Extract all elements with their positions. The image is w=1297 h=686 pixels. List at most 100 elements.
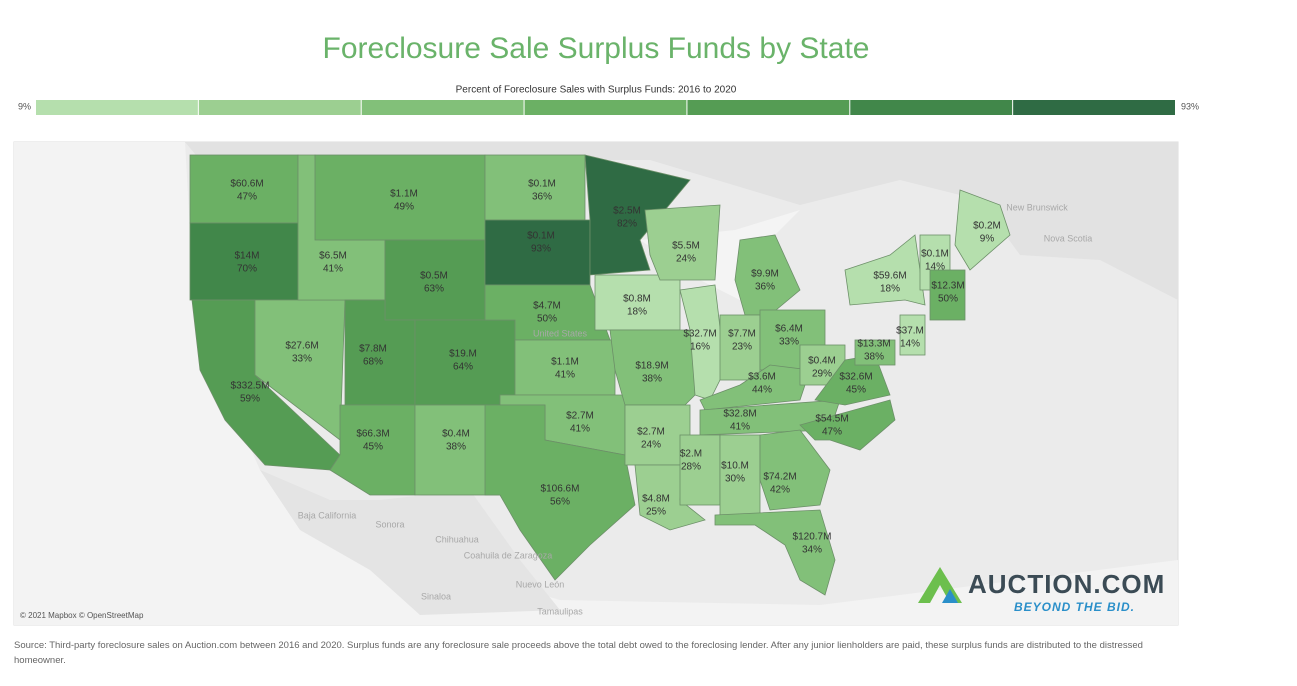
states: $60.6M 47% $14M 70% $332.5M 59% $27.6M 33% $6.5M… [189, 154, 1011, 596]
state-percent: 16% [690, 342, 710, 353]
state-percent: 29% [812, 369, 832, 380]
legend-step [1013, 100, 1175, 115]
place-label: Nuevo León [516, 579, 565, 589]
state [799, 399, 896, 451]
legend-step [850, 100, 1013, 115]
state-percent: 41% [570, 424, 590, 435]
logo: AUCTION.COM BEYOND THE BID. [918, 567, 1164, 614]
state-percent: 45% [363, 442, 383, 453]
state-amount: $0.1M [921, 249, 949, 260]
state-percent: 34% [802, 545, 822, 556]
state-amount: $0.1M [527, 231, 555, 242]
state [679, 434, 721, 506]
state-percent: 14% [925, 262, 945, 273]
state-percent: 49% [394, 202, 414, 213]
state-amount: $10.M [721, 461, 749, 472]
state-percent: 56% [550, 497, 570, 508]
state-amount: $6.5M [319, 251, 347, 262]
state-percent: 63% [424, 284, 444, 295]
state-amount: $3.6M [748, 372, 776, 383]
state-amount: $0.1M [528, 179, 556, 190]
state [899, 314, 926, 356]
state-percent: 33% [779, 337, 799, 348]
title: Foreclosure Sale Surplus Funds by State [323, 32, 870, 65]
state [814, 354, 891, 406]
logo-icon-accent [942, 589, 958, 603]
state-amount: $7.7M [728, 329, 756, 340]
place-label: Chihuahua [435, 534, 479, 544]
state-amount: $1.1M [551, 357, 579, 368]
attribution: © 2021 Mapbox © OpenStreetMap [20, 611, 144, 620]
place-label: New Brunswick [1006, 202, 1068, 212]
legend-bar [36, 100, 1175, 115]
mexico-land [260, 470, 560, 615]
state-amount: $2.5M [613, 206, 641, 217]
state-percent: 36% [755, 282, 775, 293]
state-percent: 42% [770, 485, 790, 496]
state-amount: $32.8M [723, 409, 756, 420]
state [584, 154, 691, 276]
state-amount: $0.8M [623, 294, 651, 305]
state [484, 219, 591, 286]
state [644, 204, 721, 281]
legend-step [687, 100, 850, 115]
state-amount: $332.5M [231, 381, 270, 392]
state [929, 269, 966, 321]
state-percent: 41% [730, 422, 750, 433]
state-amount: $60.6M [230, 179, 263, 190]
state-amount: $14M [234, 251, 259, 262]
state-amount: $2.7M [566, 411, 594, 422]
state-percent: 9% [980, 234, 995, 245]
state-percent: 18% [627, 307, 647, 318]
state-amount: $6.4M [775, 324, 803, 335]
state-percent: 33% [292, 354, 312, 365]
state [759, 429, 831, 511]
state-amount: $27.6M [285, 341, 318, 352]
logo-tagline: BEYOND THE BID. [1014, 600, 1135, 614]
great-lakes [640, 210, 800, 300]
state-percent: 24% [641, 440, 661, 451]
state-percent: 70% [237, 264, 257, 275]
places: Baja California Sonora Chihuahua Coahuila d… [298, 202, 1093, 616]
state-percent: 68% [363, 357, 383, 368]
state-amount: $1.1M [390, 189, 418, 200]
state-amount: $37.M [896, 326, 924, 337]
state-amount: $74.2M [763, 472, 796, 483]
state [954, 189, 1011, 271]
state-amount: $12.3M [931, 281, 964, 292]
state-amount: $4.8M [642, 494, 670, 505]
state-amount: $2.M [680, 449, 702, 460]
state-amount: $0.2M [973, 221, 1001, 232]
state-percent: 47% [237, 192, 257, 203]
state [189, 222, 299, 301]
legend-step [36, 100, 198, 115]
state-percent: 18% [880, 284, 900, 295]
state-percent: 38% [864, 352, 884, 363]
state-amount: $18.9M [635, 361, 668, 372]
state-percent: 38% [642, 374, 662, 385]
state-amount: $32.6M [839, 372, 872, 383]
place-label: United States [533, 328, 588, 338]
state-percent: 23% [732, 342, 752, 353]
place-label: Tamaulipas [537, 606, 583, 616]
state-percent: 38% [446, 442, 466, 453]
state-amount: $5.5M [672, 241, 700, 252]
legend-min: 9% [18, 101, 31, 111]
state [594, 274, 681, 331]
state-percent: 41% [323, 264, 343, 275]
state-percent: 41% [555, 370, 575, 381]
state [844, 234, 926, 306]
state [854, 339, 896, 366]
state-amount: $13.3M [857, 339, 890, 350]
state-amount: $32.7M [683, 329, 716, 340]
place-label: Sinaloa [421, 591, 451, 601]
state-percent: 50% [537, 314, 557, 325]
state-percent: 50% [938, 294, 958, 305]
state-percent: 28% [681, 462, 701, 473]
state [484, 154, 586, 221]
legend-step [524, 100, 687, 115]
state-amount: $0.5M [420, 271, 448, 282]
state [714, 509, 836, 596]
